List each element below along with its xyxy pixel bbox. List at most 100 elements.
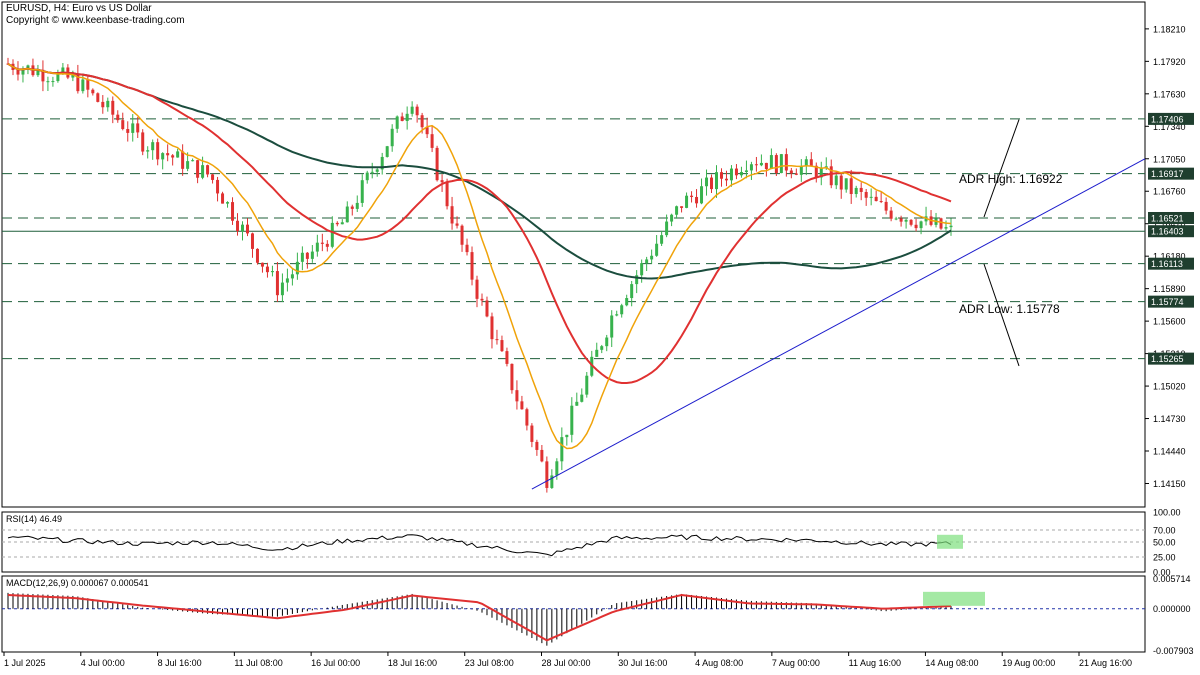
macd-tick-label: -0.007903 [1153,646,1194,656]
candle-body [360,180,364,203]
candle-body [834,175,838,186]
adr-high-label: ADR High: 1.16922 [959,172,1063,186]
candle-body [450,206,454,224]
candle-body [231,202,235,221]
candle-body [335,222,339,225]
time-tick-label: 19 Aug 00:00 [1002,658,1055,668]
candle-body [221,193,225,204]
candle-body [690,195,694,197]
candle-body [560,437,564,462]
candle-body [415,106,419,116]
candle-body [515,390,519,402]
candle-body [375,169,379,172]
candle-body [141,132,145,152]
candle-body [121,120,125,130]
level-label: 1.17406 [1151,114,1184,124]
candle-body [849,178,853,195]
candle-body [156,142,160,160]
candle-body [495,339,499,341]
rsi-line [7,534,952,557]
price-tick-label: 1.15020 [1153,382,1186,392]
candle-body [909,219,913,225]
candle-body [799,166,803,175]
level-label-box [1148,112,1194,125]
candle-body [625,298,629,306]
adr-high-arrow [983,119,1020,218]
candle-body [380,156,384,170]
candle-body [714,172,718,190]
candle-body [510,363,514,391]
candle-body [285,278,289,283]
candle-body [729,168,733,181]
candle-body [345,206,349,223]
rsi-label: RSI(14) 46.49 [6,514,62,524]
candle-body [126,129,130,133]
candle-body [640,263,644,276]
time-tick-label: 4 Jul 00:00 [81,658,125,668]
candle-body [520,401,524,410]
candle-body [71,74,75,78]
candle-body [565,434,569,438]
candle-body [350,206,354,209]
candle-body [595,349,599,357]
price-tick-label: 1.17920 [1153,57,1186,67]
candle-body [355,202,359,209]
level-label-box [1148,211,1194,224]
rsi-tick-label: 0.00 [1153,568,1171,578]
price-tick-label: 1.17340 [1153,122,1186,132]
candle-body [550,475,554,488]
candle-body [241,224,245,232]
candle-body [211,174,215,180]
candle-body [555,461,559,476]
candle-body [575,401,579,406]
rsi-tick-label: 50.00 [1153,538,1176,548]
candle-body [779,154,783,174]
candle-body [26,65,30,70]
candle-body [864,191,868,198]
candle-body [260,262,264,267]
candle-body [136,123,140,133]
ma-fast-line [7,63,952,450]
candle-body [944,227,948,229]
candle-body [370,171,374,173]
trendline [531,158,1146,490]
candle-body [176,151,180,158]
time-tick-label: 8 Jul 16:00 [158,658,202,668]
time-tick-label: 14 Aug 08:00 [925,658,978,668]
candle-body [859,187,863,192]
candle-body [21,69,25,75]
candle-body [400,116,404,122]
candle-body [939,218,943,229]
price-tick-label: 1.15600 [1153,317,1186,327]
level-label-box [1148,167,1194,180]
macd-label: MACD(12,26,9) 0.000067 0.000541 [6,578,149,588]
candle-body [470,252,474,280]
candle-body [41,69,45,82]
candle-body [680,206,684,208]
candle-body [784,154,788,171]
candle-body [265,266,269,273]
candle-body [390,128,394,147]
candle-body [96,93,100,102]
candle-body [250,233,254,249]
candle-body [465,244,469,253]
candle-body [290,274,294,279]
candle-body [814,165,818,178]
candle-body [670,214,674,222]
level-label: 1.15774 [1151,297,1184,307]
candle-body [315,242,319,252]
candle-body [540,449,544,462]
candle-body [226,202,230,204]
candle-body [430,134,434,148]
candle-body [420,115,424,128]
candle-body [719,172,723,179]
candle-body [530,425,534,442]
candle-body [295,261,299,275]
candle-body [320,242,324,244]
time-tick-label: 18 Jul 16:00 [388,658,437,668]
candle-body [76,74,80,92]
candle-body [395,116,399,129]
candle-body [480,298,484,301]
adr-low-arrow [983,263,1020,367]
